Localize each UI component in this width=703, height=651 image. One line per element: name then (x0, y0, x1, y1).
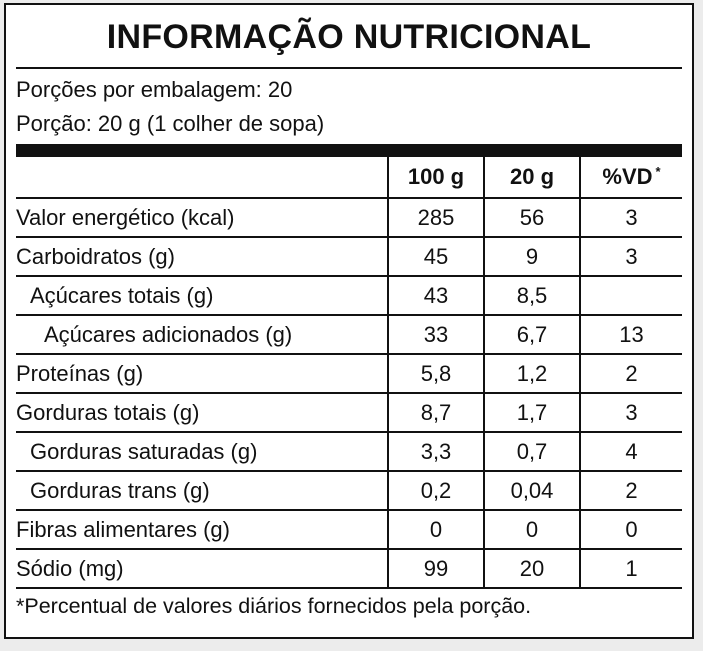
thick-divider (16, 144, 682, 155)
table-row: Gorduras saturadas (g) 3,3 0,7 4 (16, 431, 682, 471)
serving-info: Porções por embalagem: 20 Porção: 20 g (… (6, 69, 692, 141)
header-vd-text: %VD (602, 164, 653, 189)
value-20g: 1,2 (483, 353, 580, 393)
nutrient-name: Valor energético (kcal) (16, 197, 388, 237)
value-vd: 13 (579, 314, 682, 354)
value-100g: 45 (387, 236, 484, 276)
nutrition-table: 100 g 20 g %VD * Valor energético (kcal) … (16, 155, 682, 589)
table-row: Carboidratos (g) 45 9 3 (16, 236, 682, 276)
header-vd-mark: * (655, 164, 661, 179)
nutrient-name: Sódio (mg) (16, 548, 388, 589)
table-row: Proteínas (g) 5,8 1,2 2 (16, 353, 682, 393)
value-vd: 3 (579, 392, 682, 432)
value-20g: 0,7 (483, 431, 580, 471)
nutrition-facts-label: INFORMAÇÃO NUTRICIONAL Porções por embal… (4, 3, 694, 639)
value-100g: 43 (387, 275, 484, 315)
nutrient-name: Proteínas (g) (16, 353, 388, 393)
value-vd: 4 (579, 431, 682, 471)
header-100g: 100 g (387, 155, 484, 198)
nutrient-name: Açúcares totais (g) (16, 275, 388, 315)
table-row: Sódio (mg) 99 20 1 (16, 548, 682, 589)
value-20g: 20 (483, 548, 580, 589)
table-row: Gorduras trans (g) 0,2 0,04 2 (16, 470, 682, 510)
header-empty-cell (16, 155, 388, 198)
servings-per-package: Porções por embalagem: 20 (16, 77, 293, 102)
value-100g: 0,2 (387, 470, 484, 510)
value-20g: 9 (483, 236, 580, 276)
value-20g: 6,7 (483, 314, 580, 354)
value-20g: 8,5 (483, 275, 580, 315)
table-row: Açúcares adicionados (g) 33 6,7 13 (16, 314, 682, 354)
table-row: Fibras alimentares (g) 0 0 0 (16, 509, 682, 549)
header-20g: 20 g (483, 155, 580, 198)
value-100g: 99 (387, 548, 484, 589)
table-row: Açúcares totais (g) 43 8,5 (16, 275, 682, 315)
nutrient-name: Gorduras saturadas (g) (16, 431, 388, 471)
value-100g: 285 (387, 197, 484, 237)
value-100g: 33 (387, 314, 484, 354)
table-row: Gorduras totais (g) 8,7 1,7 3 (16, 392, 682, 432)
value-20g: 56 (483, 197, 580, 237)
nutrient-name: Açúcares adicionados (g) (16, 314, 388, 354)
footnote: *Percentual de valores diários fornecido… (16, 594, 532, 618)
value-vd: 0 (579, 509, 682, 549)
header-vd: %VD * (579, 155, 682, 198)
table-row: Valor energético (kcal) 285 56 3 (16, 197, 682, 237)
value-100g: 5,8 (387, 353, 484, 393)
value-vd: 3 (579, 236, 682, 276)
nutrient-name: Gorduras trans (g) (16, 470, 388, 510)
title-divider (16, 67, 682, 69)
value-vd (579, 275, 682, 315)
value-vd: 2 (579, 353, 682, 393)
nutrient-name: Fibras alimentares (g) (16, 509, 388, 549)
value-100g: 0 (387, 509, 484, 549)
value-100g: 3,3 (387, 431, 484, 471)
nutrient-name: Gorduras totais (g) (16, 392, 388, 432)
value-100g: 8,7 (387, 392, 484, 432)
label-title: INFORMAÇÃO NUTRICIONAL (106, 18, 592, 56)
value-vd: 3 (579, 197, 682, 237)
value-20g: 0,04 (483, 470, 580, 510)
value-20g: 1,7 (483, 392, 580, 432)
value-20g: 0 (483, 509, 580, 549)
nutrient-name: Carboidratos (g) (16, 236, 388, 276)
table-header-row: 100 g 20 g %VD * (16, 155, 682, 198)
value-vd: 1 (579, 548, 682, 589)
serving-size: Porção: 20 g (1 colher de sopa) (16, 111, 325, 136)
value-vd: 2 (579, 470, 682, 510)
